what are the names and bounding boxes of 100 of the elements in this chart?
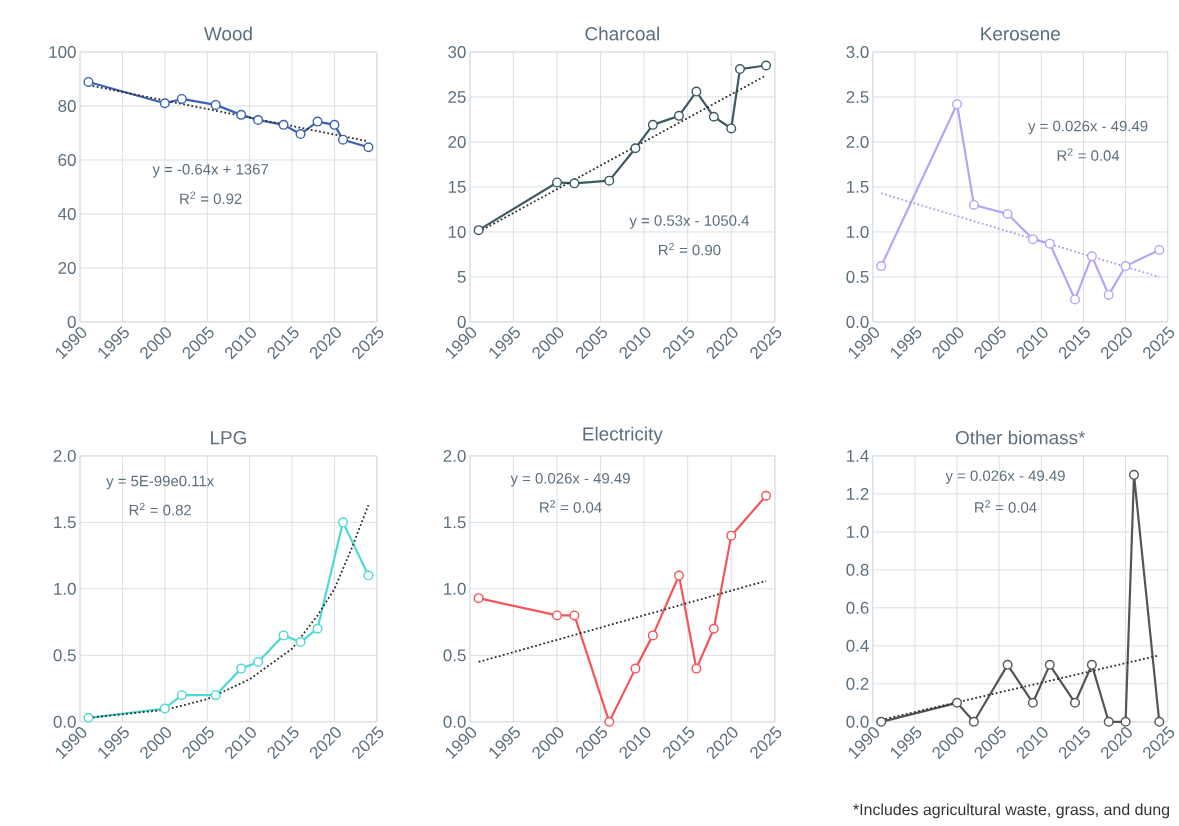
point bbox=[1129, 469, 1139, 480]
point bbox=[1154, 716, 1165, 727]
point bbox=[83, 712, 94, 723]
annotation: y = 0.026x - 49.49 bbox=[510, 473, 630, 487]
y-tick-label: 2.0 bbox=[443, 449, 466, 462]
point bbox=[691, 86, 702, 97]
point bbox=[673, 110, 684, 121]
point bbox=[569, 610, 580, 621]
point bbox=[159, 98, 170, 109]
chart-title: Charcoal bbox=[585, 26, 659, 41]
point bbox=[552, 177, 563, 188]
annotation: R$^{2}$ = 0.82 bbox=[129, 502, 191, 516]
point bbox=[363, 142, 374, 153]
point bbox=[83, 77, 94, 88]
annotation: R$^{2}$ = 0.04 bbox=[1057, 148, 1120, 161]
point bbox=[761, 490, 772, 501]
y-tick-label: 3.0 bbox=[846, 46, 869, 59]
y-tick-label: 0.2 bbox=[846, 677, 869, 690]
point bbox=[159, 703, 170, 714]
point bbox=[1044, 238, 1055, 249]
point bbox=[236, 109, 247, 120]
chart-title: Other biomass* bbox=[955, 430, 1086, 445]
y-tick-label: 100 bbox=[49, 46, 76, 59]
chart-title: LPG bbox=[211, 431, 246, 445]
point bbox=[278, 630, 289, 641]
point bbox=[708, 111, 719, 122]
y-tick-label: 1.0 bbox=[444, 582, 466, 595]
point bbox=[876, 716, 887, 727]
y-tick-label: 25 bbox=[448, 91, 466, 104]
point bbox=[673, 570, 684, 581]
point bbox=[968, 200, 979, 211]
point bbox=[1086, 659, 1097, 670]
annotation: R$^{2}$ = 0.04 bbox=[975, 500, 1037, 513]
y-tick-label: 0.0 bbox=[53, 715, 76, 728]
point bbox=[236, 663, 247, 674]
y-tick-label: 40 bbox=[58, 208, 76, 221]
y-tick-label: 1.0 bbox=[847, 525, 869, 538]
point bbox=[708, 623, 719, 634]
point bbox=[569, 178, 580, 189]
y-tick-label: 2.0 bbox=[53, 449, 76, 462]
y-tick-label: 0.5 bbox=[53, 649, 76, 662]
y-tick-label: 10 bbox=[448, 226, 466, 239]
y-tick-label: 5 bbox=[457, 271, 466, 283]
y-tick-label: 60 bbox=[58, 154, 76, 167]
point bbox=[176, 94, 187, 105]
point bbox=[604, 175, 615, 186]
y-tick-label: 0.0 bbox=[443, 715, 466, 728]
point bbox=[253, 657, 264, 668]
point bbox=[176, 690, 187, 701]
point bbox=[1027, 697, 1038, 708]
y-tick-label: 2.0 bbox=[846, 136, 869, 149]
point bbox=[647, 630, 658, 641]
point bbox=[473, 593, 484, 604]
point bbox=[312, 116, 323, 127]
point bbox=[761, 60, 772, 71]
chart-title: Electricity bbox=[583, 426, 663, 445]
y-tick-label: 0.0 bbox=[846, 316, 869, 329]
point bbox=[952, 697, 963, 708]
point bbox=[337, 517, 348, 528]
y-tick-label: 1.5 bbox=[54, 516, 76, 529]
y-tick-label: 20 bbox=[448, 136, 466, 149]
y-tick-label: 15 bbox=[448, 181, 466, 193]
annotation: y = 0.026x - 49.49 bbox=[1028, 120, 1148, 135]
point bbox=[1103, 290, 1114, 301]
point bbox=[1120, 261, 1131, 272]
chart-title: Kerosene bbox=[981, 27, 1060, 41]
point bbox=[726, 530, 737, 541]
point bbox=[1027, 234, 1038, 245]
y-tick-label: 30 bbox=[448, 46, 466, 59]
y-tick-label: 1.0 bbox=[847, 226, 869, 239]
y-tick-label: 0.4 bbox=[846, 639, 869, 652]
y-tick-label: 1.0 bbox=[54, 582, 76, 595]
y-tick-label: 80 bbox=[58, 100, 76, 113]
point bbox=[1070, 697, 1081, 708]
point bbox=[253, 115, 264, 126]
point bbox=[726, 123, 737, 134]
point bbox=[1044, 659, 1055, 670]
y-tick-label: 0.5 bbox=[443, 649, 466, 662]
point bbox=[630, 663, 641, 674]
y-tick-label: 1.5 bbox=[444, 516, 466, 529]
point bbox=[278, 119, 289, 130]
point bbox=[329, 119, 340, 130]
point bbox=[691, 663, 702, 674]
chart-title: Wood bbox=[203, 26, 252, 41]
annotation: R$^{2}$ = 0.92 bbox=[180, 191, 242, 205]
point bbox=[1070, 294, 1081, 305]
point bbox=[604, 716, 615, 727]
point bbox=[363, 570, 374, 581]
point bbox=[647, 119, 658, 130]
y-tick-label: 20 bbox=[58, 262, 76, 275]
y-tick-label: 0.0 bbox=[846, 715, 869, 728]
y-tick-label: 0.8 bbox=[846, 563, 869, 576]
point bbox=[210, 690, 221, 701]
point bbox=[1154, 245, 1165, 256]
point bbox=[337, 134, 348, 145]
y-tick-label: 0.5 bbox=[846, 271, 869, 284]
point bbox=[1086, 251, 1097, 262]
annotation: R$^{2}$ = 0.04 bbox=[540, 500, 602, 513]
annotation: y = -0.64x + 1367 bbox=[152, 164, 269, 178]
point bbox=[295, 637, 306, 648]
